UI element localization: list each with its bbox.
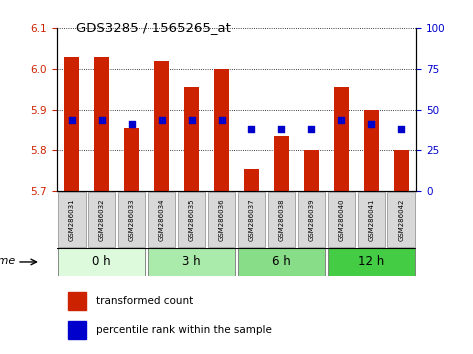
Bar: [214, 69, 229, 191]
Bar: [364, 110, 379, 191]
Text: GDS3285 / 1565265_at: GDS3285 / 1565265_at: [76, 21, 230, 34]
Bar: [154, 61, 169, 191]
FancyBboxPatch shape: [118, 192, 145, 247]
Point: [128, 121, 135, 127]
Text: GSM286039: GSM286039: [308, 198, 315, 241]
Point: [248, 126, 255, 132]
Text: transformed count: transformed count: [96, 296, 193, 306]
FancyBboxPatch shape: [328, 248, 415, 276]
FancyBboxPatch shape: [88, 192, 115, 247]
FancyBboxPatch shape: [298, 192, 325, 247]
Text: GSM286036: GSM286036: [219, 198, 225, 241]
Text: 0 h: 0 h: [92, 256, 111, 268]
FancyBboxPatch shape: [358, 192, 385, 247]
Bar: [274, 136, 289, 191]
FancyBboxPatch shape: [387, 192, 415, 247]
Text: GSM286038: GSM286038: [279, 198, 284, 241]
Text: GSM286032: GSM286032: [99, 198, 105, 241]
Bar: [64, 57, 79, 191]
Point: [158, 117, 166, 122]
FancyBboxPatch shape: [208, 192, 235, 247]
Bar: [244, 169, 259, 191]
Text: 12 h: 12 h: [358, 256, 385, 268]
Point: [397, 126, 405, 132]
Text: 3 h: 3 h: [182, 256, 201, 268]
Bar: [124, 128, 139, 191]
Bar: [94, 57, 109, 191]
Bar: [68, 321, 86, 339]
Text: GSM286041: GSM286041: [368, 198, 374, 241]
Bar: [68, 292, 86, 310]
Point: [338, 117, 345, 122]
FancyBboxPatch shape: [148, 192, 175, 247]
FancyBboxPatch shape: [238, 192, 265, 247]
Point: [278, 126, 285, 132]
Text: GSM286037: GSM286037: [248, 198, 254, 241]
FancyBboxPatch shape: [58, 248, 145, 276]
Point: [218, 117, 225, 122]
Point: [307, 126, 315, 132]
Text: GSM286042: GSM286042: [398, 198, 404, 241]
Text: GSM286033: GSM286033: [129, 198, 135, 241]
Point: [68, 117, 76, 122]
Bar: [184, 87, 199, 191]
FancyBboxPatch shape: [238, 248, 325, 276]
FancyBboxPatch shape: [328, 192, 355, 247]
Bar: [334, 87, 349, 191]
Point: [98, 117, 105, 122]
Bar: [394, 150, 409, 191]
Text: GSM286035: GSM286035: [189, 198, 194, 241]
FancyBboxPatch shape: [268, 192, 295, 247]
FancyBboxPatch shape: [58, 192, 86, 247]
Point: [188, 117, 195, 122]
Text: time: time: [0, 256, 16, 267]
FancyBboxPatch shape: [178, 192, 205, 247]
Text: GSM286031: GSM286031: [69, 198, 75, 241]
FancyBboxPatch shape: [148, 248, 235, 276]
Text: GSM286040: GSM286040: [338, 198, 344, 241]
Point: [368, 121, 375, 127]
Text: GSM286034: GSM286034: [158, 198, 165, 241]
Text: percentile rank within the sample: percentile rank within the sample: [96, 325, 272, 335]
Text: 6 h: 6 h: [272, 256, 291, 268]
Bar: [304, 150, 319, 191]
